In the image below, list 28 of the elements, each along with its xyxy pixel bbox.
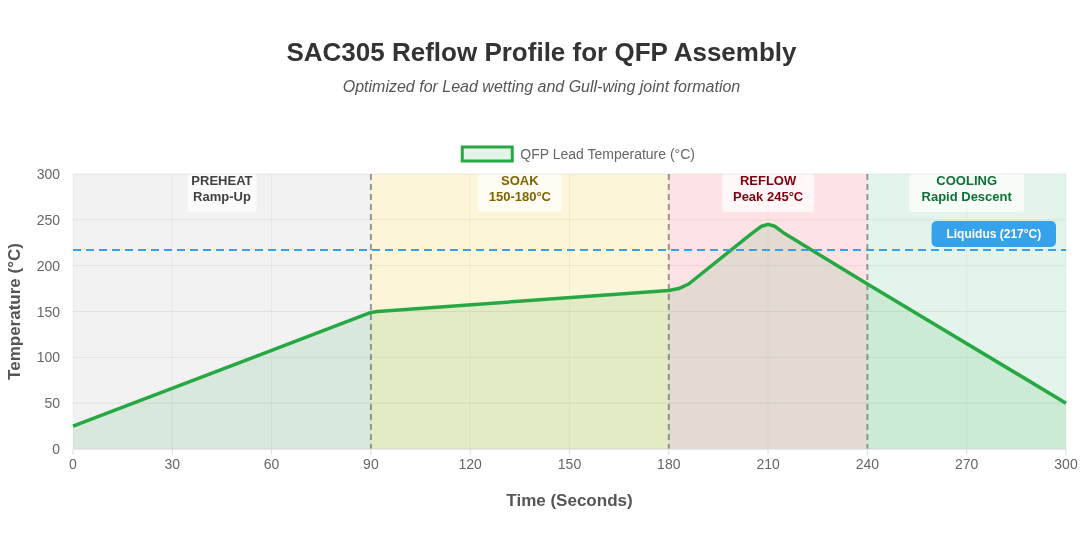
y-tick-label: 300: [36, 166, 61, 182]
x-axis-title: Time (Seconds): [506, 491, 633, 510]
chart-subtitle: Optimized for Lead wetting and Gull-wing joint formation: [342, 78, 741, 95]
x-tick-label: 60: [263, 456, 280, 472]
x-tick-label: 30: [164, 456, 181, 472]
x-tick-label: 150: [557, 456, 582, 472]
x-tick-label: 240: [855, 456, 880, 472]
y-axis-title: Temperature (°C): [5, 243, 24, 380]
x-tick-label: 270: [955, 456, 979, 472]
band-label: COOLING Rapid Descent: [921, 173, 1013, 204]
x-tick-label: 120: [458, 456, 483, 472]
band-label: PREHEAT Ramp-Up: [191, 173, 253, 204]
chart-title: SAC305 Reflow Profile for QFP Assembly: [286, 37, 798, 67]
x-tick-label: 180: [657, 456, 681, 472]
x-tick-label: 210: [756, 456, 780, 472]
y-tick-label: 0: [52, 441, 61, 457]
y-tick-label: 100: [36, 349, 61, 366]
y-tick-label: 150: [36, 303, 61, 320]
y-tick-label: 250: [36, 211, 61, 228]
x-tick-label: 300: [1054, 456, 1078, 472]
x-tick-label: 90: [363, 456, 379, 472]
band-label: SOAK 150-180°C: [488, 173, 552, 204]
y-tick-label: 200: [36, 257, 61, 274]
legend-label: QFP Lead Temperature (°C): [520, 146, 695, 162]
band-label: REFLOW Peak 245°C: [732, 173, 804, 204]
y-tick-label: 50: [44, 395, 61, 412]
ref-line-label: Liquidus (217°C): [946, 227, 1042, 242]
x-tick-label: 0: [69, 456, 78, 472]
